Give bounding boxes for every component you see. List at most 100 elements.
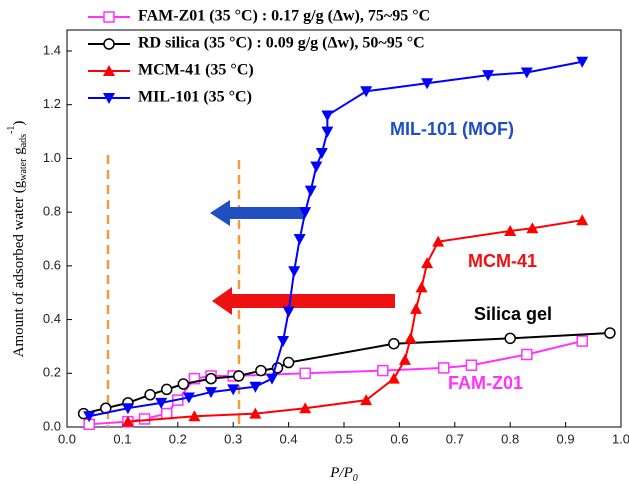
y-tick-label: 0.2 <box>43 365 61 380</box>
x-tick-label: 0.9 <box>557 431 575 446</box>
marker <box>293 234 306 245</box>
marker <box>277 336 290 348</box>
marker <box>138 413 151 425</box>
annotation: MIL-101 (MOF) <box>390 119 514 139</box>
series-line <box>88 60 583 418</box>
marker <box>315 148 328 160</box>
annotation: MCM-41 <box>468 251 537 271</box>
marker <box>432 235 445 247</box>
marker <box>288 266 301 278</box>
marker <box>83 411 96 423</box>
marker <box>465 359 478 371</box>
marker <box>160 407 173 420</box>
marker <box>299 402 312 414</box>
x-tick-label: 0.3 <box>224 431 242 446</box>
marker <box>144 389 156 401</box>
marker <box>521 348 533 361</box>
x-tick-label: 0.0 <box>58 431 76 446</box>
marker <box>482 70 495 82</box>
y-tick-label: 1.4 <box>43 42 61 57</box>
x-label-sub: 0 <box>353 473 358 484</box>
x-tick-label: 0.4 <box>280 431 298 446</box>
marker <box>526 222 539 234</box>
marker <box>282 306 295 318</box>
legend-label: MIL-101 (35 °C) <box>138 89 252 106</box>
y-tick-label: 0.8 <box>43 204 61 219</box>
y-label-main: Amount of adsorbed water (g <box>11 180 27 357</box>
x-tick-label: 0.1 <box>113 431 131 446</box>
marker <box>155 397 168 409</box>
marker <box>160 383 173 396</box>
marker <box>255 364 267 377</box>
x-tick-label: 0.6 <box>390 431 408 446</box>
marker <box>604 327 616 339</box>
marker <box>188 372 201 385</box>
annotation: Silica gel <box>474 304 552 324</box>
marker <box>421 78 434 90</box>
marker <box>310 161 323 173</box>
marker <box>437 362 450 374</box>
marker <box>205 372 217 385</box>
marker <box>404 332 417 344</box>
y-tick-label: 1.2 <box>43 96 61 111</box>
x-tick-label: 0.8 <box>501 431 519 446</box>
x-tick-label: 0.7 <box>446 431 464 446</box>
marker <box>321 110 334 122</box>
marker <box>249 407 262 419</box>
x-label-main: P/P <box>329 465 353 481</box>
marker <box>249 381 262 393</box>
y-label-end: ) <box>11 121 27 126</box>
marker <box>410 302 423 314</box>
marker <box>415 281 428 293</box>
marker <box>265 373 278 385</box>
x-tick-label: 1.0 <box>612 431 629 446</box>
marker <box>205 387 218 399</box>
marker <box>360 86 373 98</box>
marker <box>576 56 589 68</box>
legend-label: FAM-Z01 (35 °C) : 0.17 g/g (Δw), 75~95 °… <box>138 8 430 25</box>
y-tick-label: 0.4 <box>43 311 61 326</box>
marker <box>182 392 195 404</box>
y-tick-label: 0.6 <box>43 257 61 272</box>
marker <box>121 415 134 427</box>
x-tick-label: 0.2 <box>169 431 187 446</box>
y-label-sub: water <box>18 158 29 181</box>
legend-marker <box>103 11 115 23</box>
marker <box>321 126 334 138</box>
legend-marker <box>103 65 115 76</box>
marker <box>299 207 312 219</box>
y-label-mid: g <box>11 147 27 159</box>
marker <box>387 372 400 384</box>
marker <box>576 335 588 347</box>
y-axis-label: Amount of adsorbed water (gwater gads-1) <box>6 121 29 358</box>
marker <box>576 214 589 226</box>
legend-label: MCM-41 (35 °C) <box>138 62 254 79</box>
y-tick-label: 0.0 <box>43 418 61 433</box>
legend-marker <box>103 93 115 104</box>
marker <box>360 394 373 406</box>
marker <box>177 378 190 390</box>
marker <box>282 356 295 369</box>
marker <box>520 67 533 79</box>
marker <box>227 384 240 396</box>
marker <box>188 410 201 422</box>
marker <box>388 337 400 350</box>
marker <box>504 224 517 236</box>
arrow <box>212 287 395 315</box>
marker <box>398 353 411 365</box>
x-axis-label: P/P0 <box>329 465 358 484</box>
marker <box>377 364 389 377</box>
marker <box>299 367 311 380</box>
marker <box>421 257 434 269</box>
marker <box>504 332 516 345</box>
legend-label: RD silica (35 °C) : 0.09 g/g (Δw), 50~95… <box>138 35 425 52</box>
marker <box>232 370 245 382</box>
marker <box>304 185 317 197</box>
marker <box>121 403 134 415</box>
legend-marker <box>103 38 115 50</box>
y-label-sub: ads <box>18 134 29 147</box>
y-tick-label: 1.0 <box>43 150 61 165</box>
x-tick-label: 0.5 <box>335 431 353 446</box>
arrow <box>210 200 305 226</box>
